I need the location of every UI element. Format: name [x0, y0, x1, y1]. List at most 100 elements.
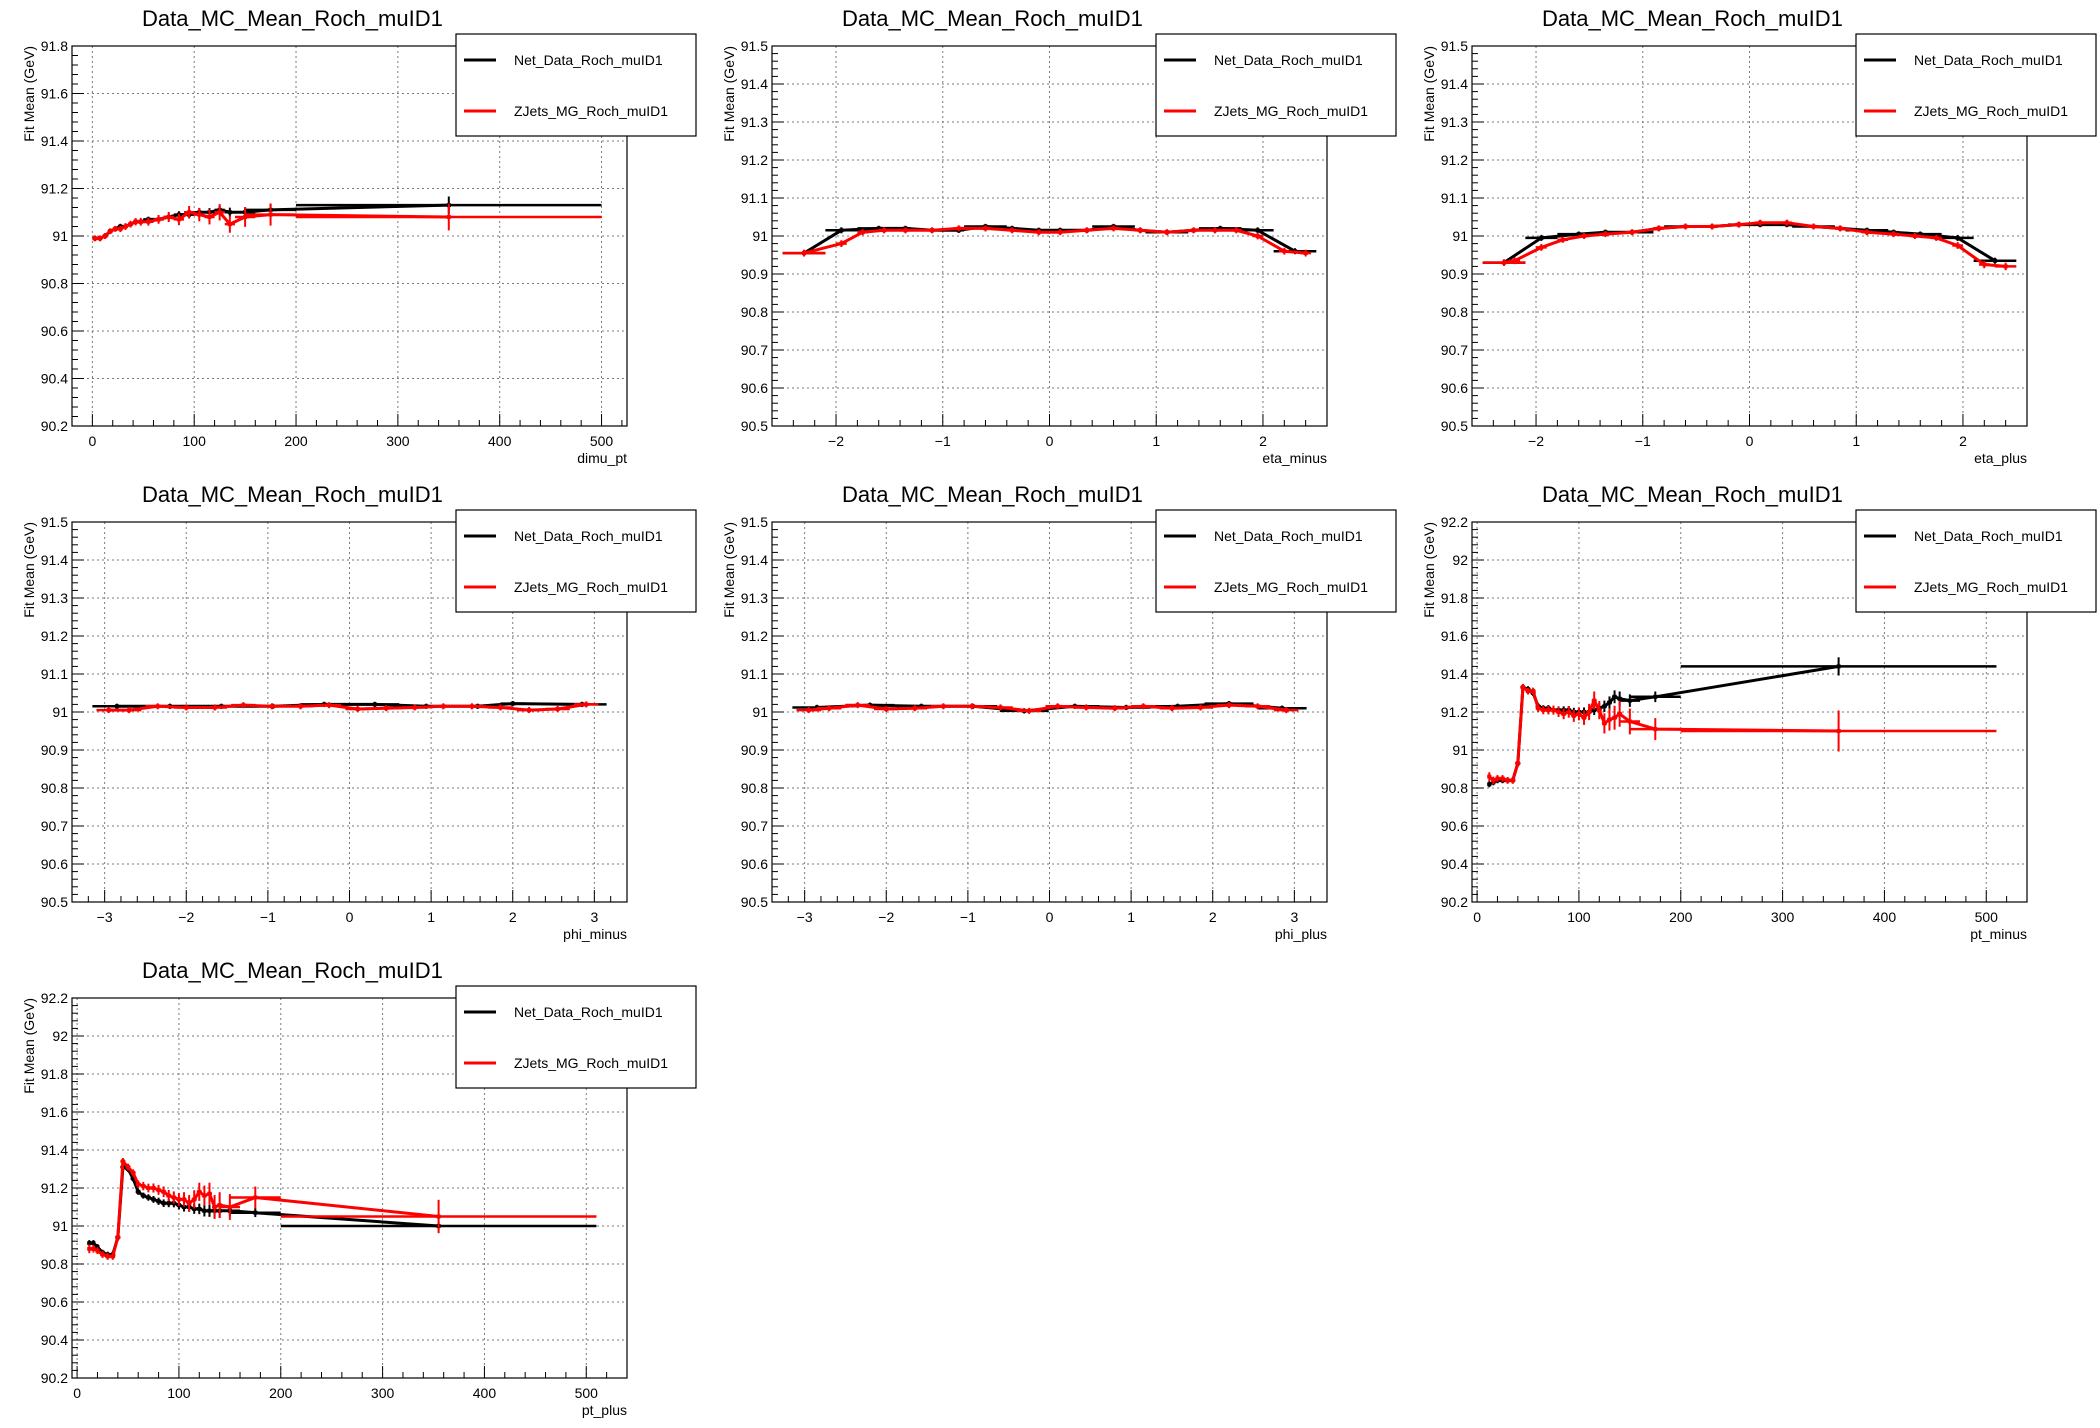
data-point — [969, 704, 974, 709]
y-tick-label: 90.7 — [741, 342, 768, 358]
data-point — [2003, 264, 2008, 269]
y-tick-label: 92 — [52, 1028, 68, 1044]
y-tick-label: 91.4 — [741, 552, 768, 568]
data-point — [131, 1170, 136, 1175]
data-point — [412, 705, 417, 710]
x-tick-label: −1 — [960, 909, 976, 925]
y-tick-label: 91.3 — [741, 590, 768, 606]
x-axis-label: eta_minus — [1262, 450, 1327, 466]
data-point — [510, 701, 515, 706]
legend: Net_Data_Roch_muID1 ZJets_MG_Roch_muID1 — [1855, 33, 2097, 137]
data-point — [860, 230, 865, 235]
data-point — [1576, 232, 1581, 237]
data-point — [941, 704, 946, 709]
legend-label: ZJets_MG_Roch_muID1 — [1214, 579, 1368, 595]
x-tick-label: 1 — [1852, 433, 1860, 449]
data-point — [1546, 708, 1551, 713]
x-tick-label: 0 — [1046, 433, 1054, 449]
x-axis-label: pt_minus — [1970, 926, 2027, 942]
legend-label: Net_Data_Roch_muID1 — [1214, 52, 1363, 68]
data-point — [1058, 230, 1063, 235]
data-point — [1515, 761, 1520, 766]
y-tick-label: 90.9 — [41, 742, 68, 758]
y-tick-label: 91 — [1452, 228, 1468, 244]
data-point — [166, 215, 171, 219]
x-tick-label: −3 — [797, 909, 813, 925]
data-point — [136, 1182, 141, 1187]
data-point — [1191, 228, 1196, 233]
y-tick-label: 91.4 — [741, 76, 768, 92]
chart-title: Data_MC_Mean_Roch_muID1 — [142, 6, 443, 31]
y-tick-label: 91.3 — [41, 590, 68, 606]
y-tick-label: 91.5 — [741, 514, 768, 530]
y-axis-label: Fit Mean (GeV) — [21, 522, 37, 618]
x-axis-label: phi_plus — [1275, 926, 1327, 942]
data-point — [138, 219, 143, 224]
y-tick-label: 91.4 — [41, 133, 68, 149]
data-point — [151, 1186, 156, 1190]
data-point — [141, 1193, 146, 1198]
data-point — [1617, 711, 1622, 716]
x-axis-label: pt_plus — [582, 1402, 627, 1418]
x-tick-label: 3 — [1290, 909, 1298, 925]
data-point — [1683, 224, 1688, 229]
y-tick-label: 91.1 — [1441, 190, 1468, 206]
x-tick-label: 0 — [1473, 909, 1481, 925]
data-point — [446, 215, 451, 219]
data-point — [192, 1206, 197, 1211]
data-point — [1602, 704, 1607, 709]
x-tick-label: −3 — [97, 909, 113, 925]
y-tick-label: 91 — [752, 228, 768, 244]
legend-label: Net_Data_Roch_muID1 — [1914, 528, 2063, 544]
series-line — [1488, 685, 1839, 782]
data-point — [1836, 729, 1841, 733]
data-point — [1838, 226, 1843, 231]
data-point — [1602, 721, 1607, 726]
data-point — [207, 215, 212, 219]
data-point — [1582, 234, 1587, 238]
data-point — [161, 1189, 166, 1194]
data-point — [156, 1187, 161, 1192]
data-point — [1036, 230, 1041, 235]
x-tick-label: −2 — [1528, 433, 1544, 449]
x-tick-label: 400 — [488, 433, 512, 449]
y-tick-label: 91.2 — [741, 628, 768, 644]
data-point — [1736, 222, 1741, 227]
y-tick-label: 90.5 — [41, 894, 68, 910]
data-point — [1255, 704, 1260, 709]
data-point — [1561, 711, 1566, 716]
chart-panel-4: Data_MC_Mean_Roch_muID1 −3 −2 −1 0 1 2 3 90.5 90.… — [21, 482, 697, 942]
data-point — [1084, 705, 1089, 710]
y-tick-label: 90.9 — [1441, 266, 1468, 282]
data-point — [202, 1193, 207, 1198]
grid — [772, 521, 1327, 903]
x-tick-label: 300 — [371, 1385, 395, 1401]
x-tick-label: −2 — [178, 909, 194, 925]
data-point — [1617, 696, 1622, 701]
data-point — [1164, 230, 1169, 235]
data-point — [105, 1254, 110, 1259]
y-tick-label: 91.2 — [1441, 152, 1468, 168]
data-point — [1934, 235, 1939, 240]
y-tick-label: 90.9 — [741, 266, 768, 282]
data-point — [212, 1205, 217, 1209]
series-data — [1487, 657, 1997, 788]
data-point — [1175, 704, 1180, 709]
data-point — [884, 706, 889, 711]
data-point — [1955, 243, 1960, 248]
y-tick-label: 91.4 — [41, 552, 68, 568]
data-point — [1560, 237, 1565, 242]
data-point — [1010, 228, 1015, 233]
y-tick-label: 91.1 — [741, 190, 768, 206]
data-point — [1234, 228, 1239, 233]
data-point — [141, 1184, 146, 1189]
data-point — [1169, 706, 1174, 711]
data-point — [1571, 713, 1576, 718]
data-point — [128, 222, 133, 227]
y-tick-label: 91.6 — [41, 86, 68, 102]
data-point — [227, 210, 232, 215]
data-point — [126, 1165, 131, 1170]
y-tick-label: 90.8 — [1441, 304, 1468, 320]
y-tick-label: 91.2 — [741, 152, 768, 168]
